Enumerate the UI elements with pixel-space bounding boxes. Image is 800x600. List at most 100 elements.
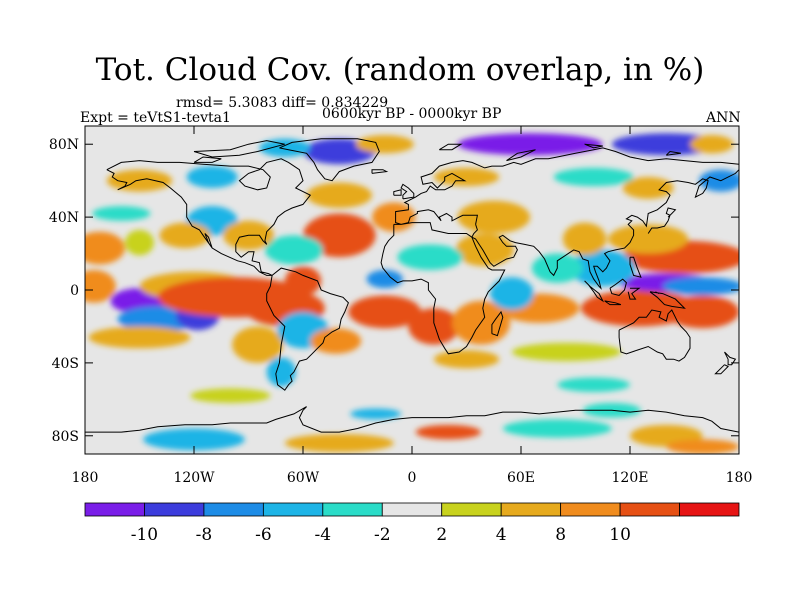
- colorbar-label: -8: [196, 525, 213, 545]
- anomaly-patch: [190, 388, 271, 403]
- lat-tick-label: 0: [70, 283, 79, 299]
- colorbar: -10 -8 -6 -4 -2 2 4 8 10: [84, 502, 740, 545]
- anomaly-patch: [608, 224, 689, 254]
- anomaly-patch: [699, 169, 739, 192]
- colorbar-swatch: [322, 502, 383, 517]
- season-label: ANN: [706, 110, 741, 126]
- anomaly-patch: [511, 342, 621, 362]
- lon-tick-label: 180: [72, 470, 99, 486]
- anomaly-patch: [562, 222, 607, 256]
- anomaly-patch: [266, 357, 296, 387]
- anomaly-patch: [264, 235, 323, 265]
- coastline-arctic-islands: [193, 140, 681, 174]
- lat-tick-label: 80N: [49, 137, 79, 153]
- lon-tick-label: 120E: [612, 470, 649, 486]
- anomaly-patch: [455, 233, 514, 267]
- anomaly-patch: [310, 328, 362, 354]
- colorbar-swatch: [441, 502, 502, 517]
- colorbar-swatch: [144, 502, 205, 517]
- colorbar-swatch: [262, 502, 324, 517]
- field-layer: [85, 126, 739, 454]
- chart-title: Tot. Cloud Cov. (random overlap, in %): [95, 52, 705, 88]
- lon-tick-label: 60W: [287, 470, 320, 486]
- anomaly-patch: [355, 135, 414, 154]
- colorbar-label: 8: [555, 525, 566, 545]
- coastline-british-isles: [393, 183, 415, 200]
- colorbar-swatch: [500, 502, 562, 517]
- colorbar-label: 4: [496, 525, 507, 545]
- experiment-label: Expt = teVtS1-tevta1: [80, 110, 231, 126]
- anomaly-patch: [88, 326, 191, 349]
- anomaly-patch: [457, 200, 531, 234]
- colorbar-label: 10: [609, 525, 631, 545]
- coastline-africa-eurasia: [380, 147, 739, 355]
- lat-tick-label: 80S: [52, 429, 79, 445]
- lon-tick-label: 60E: [507, 470, 535, 486]
- anomaly-patch: [350, 408, 402, 420]
- colorbar-swatch: [203, 502, 264, 517]
- anomaly-patch: [186, 166, 238, 188]
- colorbar-swatch: [619, 502, 680, 517]
- lat-tick-label: 40N: [49, 210, 79, 226]
- anomaly-patch: [415, 424, 482, 440]
- anomaly-patch: [433, 167, 500, 187]
- anomaly-patch: [85, 269, 116, 303]
- anomaly-field: [85, 133, 739, 454]
- coastline-asia-south: [471, 169, 739, 290]
- colorbar-label: -10: [131, 525, 158, 545]
- coastline-greenland: [279, 138, 380, 182]
- anomaly-patch: [408, 308, 460, 345]
- anomaly-patch: [457, 133, 603, 156]
- coastline-australia: [618, 309, 691, 362]
- anomaly-patch: [570, 249, 636, 287]
- colorbar-swatch: [381, 502, 443, 517]
- colorbar-label: 2: [436, 525, 447, 545]
- anomaly-patch: [85, 231, 125, 265]
- anomaly-patch: [666, 439, 739, 454]
- lat-tick-label: 40S: [52, 356, 79, 372]
- anomaly-patch: [306, 182, 373, 208]
- coastline-maritime-asia: [584, 256, 686, 309]
- lon-tick-label: 180: [726, 470, 753, 486]
- anomaly-patch: [143, 428, 245, 451]
- coastline-antarctica: [85, 406, 739, 433]
- anomaly-patch: [284, 266, 322, 296]
- anomaly-patch: [662, 277, 739, 296]
- axis-ticks: 80N 40N 0 40S 80S 180 120W 60W 0 60E 120E 180: [49, 126, 752, 486]
- anomaly-patch: [92, 206, 151, 221]
- anomaly-patch: [106, 169, 173, 192]
- lon-tick-label: 120W: [173, 470, 215, 486]
- anomaly-patch: [397, 244, 463, 270]
- anomaly-patch: [557, 377, 631, 393]
- coastlines: [85, 138, 739, 433]
- period-label: 0600kyr BP - 0000kyr BP: [322, 106, 502, 122]
- anomaly-patch: [490, 277, 534, 311]
- colorbar-label: -2: [374, 525, 391, 545]
- anomaly-patch: [622, 177, 674, 199]
- anomaly-patch: [232, 326, 284, 363]
- anomaly-patch: [124, 229, 155, 256]
- coastline-south-america: [266, 267, 349, 391]
- colorbar-label: -6: [255, 525, 272, 545]
- anomaly-patch: [433, 350, 500, 369]
- anomaly-patch: [611, 133, 721, 156]
- anomaly-patch: [284, 433, 394, 453]
- anomaly-patch: [580, 290, 698, 327]
- anomaly-patch: [502, 419, 612, 438]
- anomaly-patch: [553, 167, 634, 187]
- anomaly-patch: [348, 295, 422, 329]
- colorbar-swatch: [84, 502, 145, 517]
- lon-tick-label: 0: [408, 470, 417, 486]
- colorbar-swatch: [560, 502, 621, 517]
- anomaly-patch: [666, 295, 739, 329]
- stats-text: rmsd= 5.3083 diff= 0.834229: [176, 95, 389, 111]
- colorbar-swatch: [679, 502, 740, 517]
- coastline-madagascar: [491, 310, 504, 337]
- coastline-new-zealand: [714, 351, 737, 375]
- anomaly-patch: [689, 135, 734, 154]
- coastline-japan: [647, 207, 677, 234]
- colorbar-label: -4: [315, 525, 332, 545]
- coastline-north-america: [106, 158, 312, 276]
- anomaly-patch: [259, 138, 311, 157]
